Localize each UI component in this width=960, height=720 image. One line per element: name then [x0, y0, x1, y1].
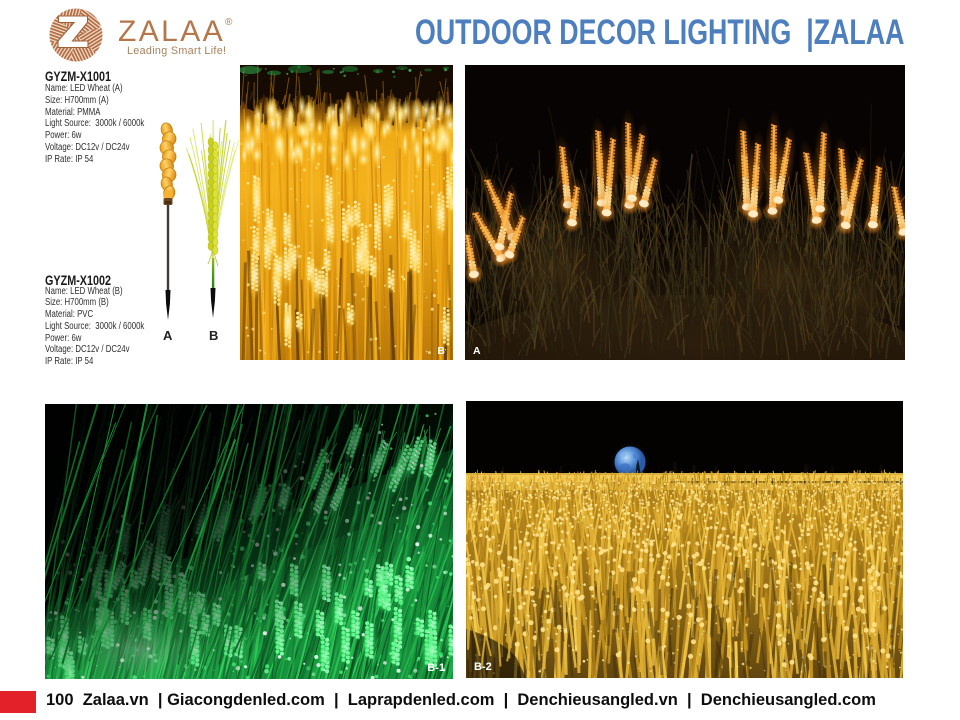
svg-text:B: B: [437, 345, 445, 357]
svg-text:B-2: B-2: [474, 661, 492, 673]
svg-text:A: A: [473, 345, 481, 357]
svg-text:B-1: B-1: [427, 662, 445, 674]
